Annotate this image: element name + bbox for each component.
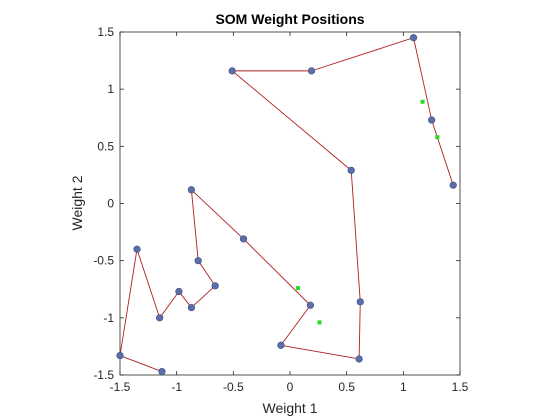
neuron-point xyxy=(449,181,457,189)
ticks: -1.5 -1 -0.5 0 0.5 1 1.5 1.5 1 0.5 0 -0.5 -1 -1.5 xyxy=(93,25,468,394)
neuron-point xyxy=(187,186,195,194)
input-point xyxy=(317,320,322,325)
y-tick-label: -1.5 xyxy=(93,368,114,382)
x-tick-label: 0 xyxy=(287,380,294,394)
input-point xyxy=(435,135,440,140)
neuron-point xyxy=(306,301,315,309)
y-tick-label: 1.5 xyxy=(97,25,114,39)
x-tick-label: -1.5 xyxy=(110,380,131,394)
x-axis-label: Weight 1 xyxy=(263,400,318,416)
plot-area xyxy=(119,31,461,376)
neuron-link xyxy=(231,70,352,171)
neuron-point xyxy=(228,67,236,75)
neuron-point xyxy=(175,287,183,296)
y-tick-label: 0 xyxy=(107,197,114,211)
neuron-point xyxy=(133,245,141,253)
input-layer xyxy=(295,99,440,325)
neuron-point xyxy=(194,257,202,265)
neuron-point xyxy=(277,341,285,349)
neuron-point xyxy=(347,166,355,174)
path-layer xyxy=(119,37,454,372)
neuron-link xyxy=(136,249,161,318)
x-tick-label: -0.5 xyxy=(223,380,244,394)
y-tick-label: 1 xyxy=(107,82,114,96)
y-tick-label: -0.5 xyxy=(93,254,114,268)
neuron-point xyxy=(428,116,436,124)
neuron-link xyxy=(358,301,361,360)
chart-title: SOM Weight Positions xyxy=(215,11,364,27)
neuron-link xyxy=(191,189,244,240)
neuron-point xyxy=(355,355,363,363)
neuron-link xyxy=(280,304,311,346)
neuron-link xyxy=(243,238,311,306)
input-point xyxy=(295,286,300,291)
neuron-link xyxy=(191,285,216,308)
x-tick-label: 0.5 xyxy=(338,380,355,394)
neuron-point xyxy=(211,282,219,290)
neuron-link xyxy=(350,170,361,302)
neuron-point xyxy=(356,298,364,306)
neuron-point xyxy=(156,314,164,322)
neuron-point xyxy=(409,34,418,42)
x-tick-label: -1 xyxy=(171,380,182,394)
x-tick-label: 1.5 xyxy=(452,380,469,394)
neuron-link xyxy=(119,355,163,372)
x-tick-label: 1 xyxy=(400,380,407,394)
neuron-link xyxy=(119,249,138,356)
y-tick-label: -1 xyxy=(103,311,114,325)
input-point xyxy=(420,99,425,104)
neuron-point xyxy=(116,351,124,360)
neuron-link xyxy=(159,291,180,319)
neuron-link xyxy=(280,344,360,360)
neuron-link xyxy=(413,37,433,121)
marker-layer xyxy=(116,34,457,376)
y-tick-label: 0.5 xyxy=(97,139,114,153)
neuron-link xyxy=(431,119,454,186)
neuron-link xyxy=(190,189,199,261)
neuron-point xyxy=(239,235,248,243)
neuron-point xyxy=(158,367,166,376)
neuron-point xyxy=(307,67,316,75)
neuron-link xyxy=(311,37,414,72)
y-axis-label: Weight 2 xyxy=(69,175,85,230)
neuron-point xyxy=(187,303,195,312)
neuron-link xyxy=(197,260,216,287)
